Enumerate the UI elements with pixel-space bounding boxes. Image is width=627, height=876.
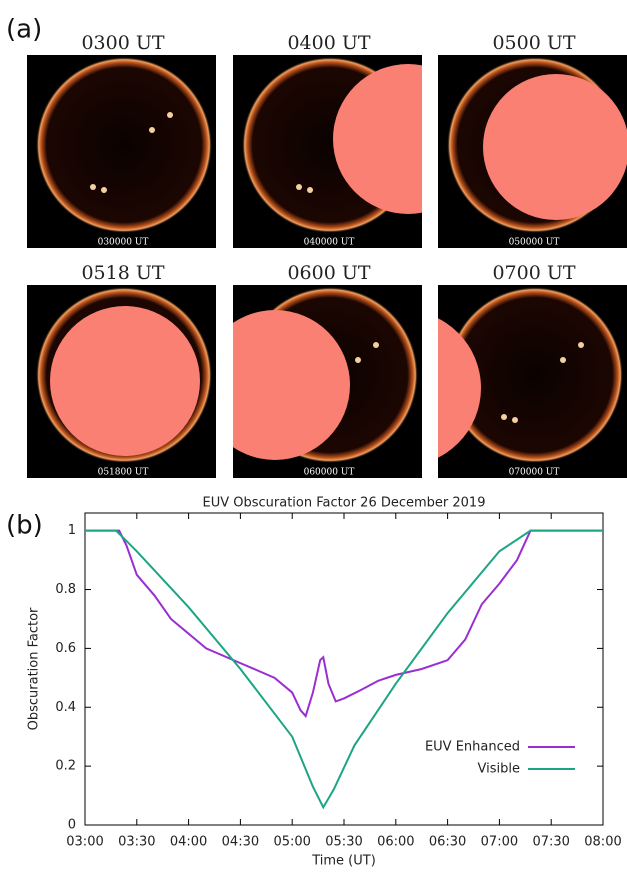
x-axis-label: Time (UT) xyxy=(311,854,376,869)
image-title: 0518 UT xyxy=(81,262,164,284)
image-caption: 051800 UT xyxy=(98,468,149,478)
bright-spot xyxy=(101,187,107,193)
sun-image xyxy=(27,55,216,248)
bright-spot xyxy=(149,127,155,133)
x-tick-label: 07:00 xyxy=(481,835,518,850)
series-line xyxy=(85,529,603,719)
bright-spot xyxy=(578,342,584,348)
x-tick-label: 05:30 xyxy=(325,835,362,850)
bright-spot xyxy=(167,112,173,118)
sun-image xyxy=(233,285,422,478)
y-tick-label: 0.8 xyxy=(55,582,76,597)
moon-disk xyxy=(483,74,627,220)
x-tick-label: 07:30 xyxy=(532,835,569,850)
x-tick-label: 03:00 xyxy=(66,835,103,850)
bright-spot xyxy=(355,357,361,363)
x-tick-label: 06:00 xyxy=(377,835,414,850)
y-tick-label: 1 xyxy=(68,523,76,538)
x-tick-label: 03:30 xyxy=(118,835,155,850)
image-title: 0600 UT xyxy=(287,262,370,284)
image-caption: 060000 UT xyxy=(304,468,355,478)
image-caption: 050000 UT xyxy=(509,238,560,248)
y-tick-label: 0 xyxy=(68,818,76,833)
y-tick-label: 0.2 xyxy=(55,759,76,774)
legend-label: EUV Enhanced xyxy=(425,740,520,755)
bright-spot xyxy=(512,417,518,423)
image-title: 0300 UT xyxy=(81,32,164,54)
sun-image xyxy=(438,285,627,478)
x-tick-label: 04:00 xyxy=(170,835,207,850)
x-tick-label: 05:00 xyxy=(273,835,310,850)
image-caption: 030000 UT xyxy=(98,238,149,248)
bright-spot xyxy=(501,414,507,420)
panel-label: (a) xyxy=(6,15,42,45)
moon-disk xyxy=(233,310,350,460)
image-title: 0400 UT xyxy=(287,32,370,54)
bright-spot xyxy=(296,184,302,190)
sun-image xyxy=(438,55,627,248)
plot-frame xyxy=(84,512,604,826)
series-line xyxy=(85,529,603,810)
sun-disk xyxy=(447,287,623,463)
image-caption: 040000 UT xyxy=(304,238,355,248)
chart-title: EUV Obscuration Factor 26 December 2019 xyxy=(203,496,486,511)
bright-spot xyxy=(307,187,313,193)
bright-spot xyxy=(373,342,379,348)
image-title: 0700 UT xyxy=(492,262,575,284)
bright-spot xyxy=(560,357,566,363)
sun-image xyxy=(233,55,422,248)
sun-disk xyxy=(36,57,212,233)
image-caption: 070000 UT xyxy=(509,468,560,478)
image-title: 0500 UT xyxy=(492,32,575,54)
bright-spot xyxy=(90,184,96,190)
y-tick-label: 0.4 xyxy=(55,700,76,715)
y-axis-label: Obscuration Factor xyxy=(27,607,42,730)
x-tick-label: 08:00 xyxy=(584,835,621,850)
legend-label: Visible xyxy=(478,762,520,777)
moon-disk xyxy=(438,318,481,458)
moon-disk xyxy=(333,64,422,214)
image-grid: 0300 UT 030000 UT 0400 UT 040000 UT 0500 UT 0… xyxy=(27,32,627,478)
x-tick-label: 06:30 xyxy=(429,835,466,850)
sun-image xyxy=(27,285,216,478)
y-tick-label: 0.6 xyxy=(55,641,76,656)
x-tick-label: 04:30 xyxy=(222,835,259,850)
moon-disk xyxy=(50,306,200,456)
panel-label: (b) xyxy=(6,511,43,541)
